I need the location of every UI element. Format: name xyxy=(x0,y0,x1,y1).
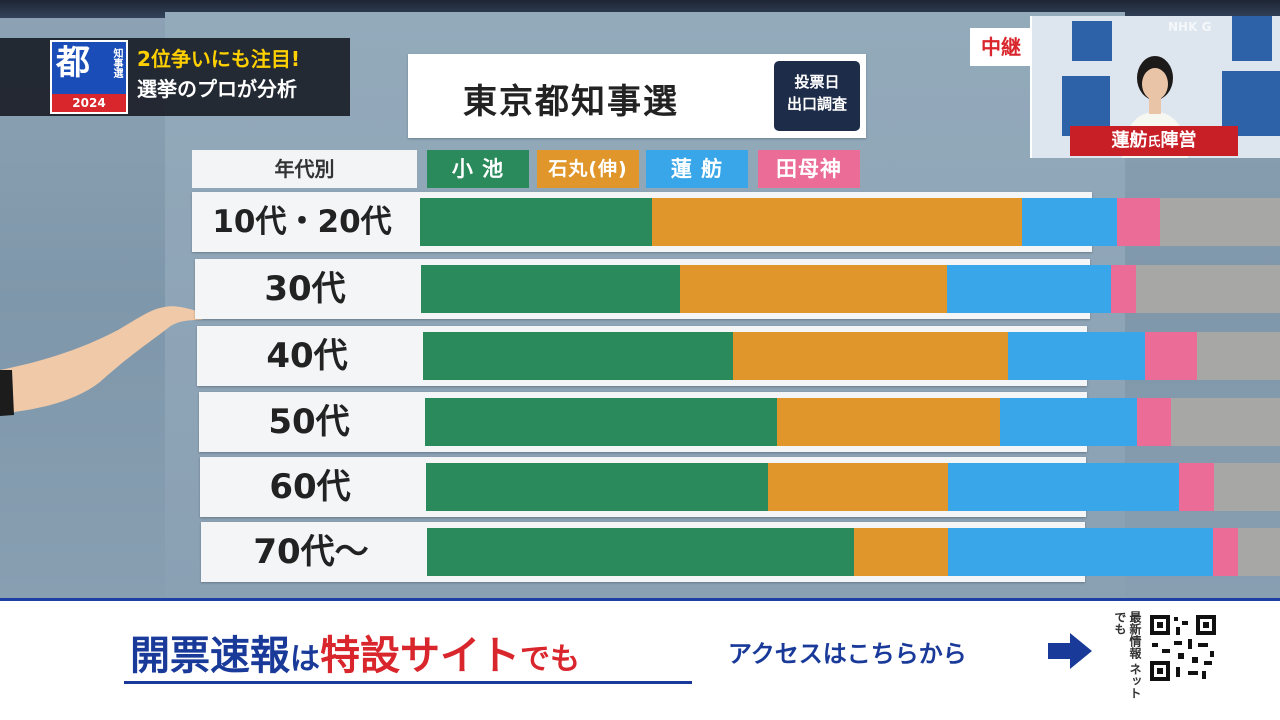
bar-segment-ishimaru xyxy=(732,332,1008,380)
qr-code-icon[interactable] xyxy=(1148,613,1218,683)
exit-poll-badge-line-2: 出口調査 xyxy=(786,95,847,113)
bar-segment-koike xyxy=(425,398,777,446)
headline-line-2: 選挙のプロが分析 xyxy=(137,77,297,101)
chart-title-card: 東京都知事選 投票日 出口調査 xyxy=(408,54,866,138)
banner-text-1: 開票速報 xyxy=(130,633,290,679)
bar-track xyxy=(427,528,1280,576)
legend-item-tamogami: 田母神 xyxy=(758,150,860,188)
banner-underline xyxy=(124,681,692,684)
category-label: 40代 xyxy=(266,336,348,376)
logo-kanji: 都 xyxy=(56,43,90,83)
bar-segment-ishimaru xyxy=(776,398,1000,446)
bar-segment-ishimaru xyxy=(652,198,1022,246)
exit-poll-badge: 投票日 出口調査 xyxy=(774,61,860,131)
bar-segment-koike xyxy=(423,332,733,380)
bar-segment-other xyxy=(1136,265,1280,313)
category-label: 50代 xyxy=(268,402,350,442)
bar-segment-koike xyxy=(420,198,653,246)
bar-segment-tamogami xyxy=(1179,463,1214,511)
banner-text-2: は xyxy=(290,642,320,677)
bottom-banner: 開票速報は特設サイトでも アクセスはこちらから 最新情報 ネットでも xyxy=(0,598,1280,720)
chart-row: 10代・20代 xyxy=(192,192,1280,252)
bar-segment-renho xyxy=(1007,332,1146,380)
nhk-watermark: NHK G xyxy=(1168,20,1212,34)
bar-segment-renho xyxy=(948,463,1180,511)
legend-category-label: 年代別 xyxy=(192,150,417,188)
banner-text-3: 特設サイト xyxy=(320,633,520,679)
camp-name: 蓮舫 xyxy=(1111,130,1148,151)
camp-name-tag: 蓮舫氏陣営 xyxy=(1070,126,1238,156)
bar-segment-tamogami xyxy=(1110,265,1137,313)
election-logo: 都 知事選 2024 xyxy=(50,40,128,114)
headline-line-1: 2位争いにも注目! xyxy=(137,47,301,71)
bar-track xyxy=(423,332,1280,380)
bar-segment-koike xyxy=(427,528,854,576)
arrow-right-icon[interactable] xyxy=(1046,631,1094,671)
bar-segment-ishimaru xyxy=(854,528,948,576)
chart-row: 60代 xyxy=(200,457,1280,517)
bar-track xyxy=(421,265,1280,313)
bar-segment-ishimaru xyxy=(768,463,949,511)
banner-text-4: でも xyxy=(520,642,580,677)
bar-segment-renho xyxy=(947,528,1213,576)
bar-segment-ishimaru xyxy=(679,265,947,313)
legend-item-renho: 蓮 舫 xyxy=(646,150,748,188)
bar-segment-other xyxy=(1197,332,1280,380)
bar-segment-other xyxy=(1159,198,1280,246)
bar-segment-tamogami xyxy=(1212,528,1239,576)
banner-message: 開票速報は特設サイトでも xyxy=(130,623,580,681)
legend-item-ishimaru: 石丸(伸) xyxy=(537,150,639,188)
chart-row: 50代 xyxy=(199,392,1280,452)
bar-segment-renho xyxy=(946,265,1111,313)
category-label: 70代〜 xyxy=(253,532,369,572)
chart-row: 70代〜 xyxy=(201,522,1280,582)
chart-title: 東京都知事選 xyxy=(463,82,679,122)
category-label: 30代 xyxy=(264,269,346,309)
category-label: 60代 xyxy=(269,467,351,507)
bar-segment-koike xyxy=(426,463,769,511)
bar-track xyxy=(425,398,1280,446)
bar-segment-renho xyxy=(1022,198,1117,246)
headline: 2位争いにも注目! 選挙のプロが分析 xyxy=(137,44,300,104)
logo-year: 2024 xyxy=(52,94,126,112)
exit-poll-badge-line-1: 投票日 xyxy=(794,73,840,91)
banner-access-text[interactable]: アクセスはこちらから xyxy=(728,640,967,668)
logo-sub: 知事選 xyxy=(111,48,122,78)
bar-segment-renho xyxy=(999,398,1138,446)
presenter-arm xyxy=(0,306,206,416)
bar-track xyxy=(420,198,1280,246)
camp-name-suffix: 氏 xyxy=(1147,135,1161,150)
chart-row: 30代 xyxy=(195,259,1280,319)
chart-row: 40代 xyxy=(197,326,1280,386)
category-label: 10代・20代 xyxy=(212,204,392,240)
bar-segment-other xyxy=(1171,398,1280,446)
bar-track xyxy=(426,463,1280,511)
bar-segment-other xyxy=(1238,528,1280,576)
bar-segment-tamogami xyxy=(1137,398,1172,446)
camp-name-tail: 陣営 xyxy=(1160,130,1197,151)
bar-segment-other xyxy=(1213,463,1280,511)
legend-item-koike: 小 池 xyxy=(427,150,529,188)
banner-side-text: 最新情報 ネットでも xyxy=(1113,611,1142,700)
live-tag: 中継 xyxy=(970,28,1032,66)
bar-segment-koike xyxy=(421,265,680,313)
bar-segment-tamogami xyxy=(1116,198,1160,246)
bar-segment-tamogami xyxy=(1145,332,1197,380)
